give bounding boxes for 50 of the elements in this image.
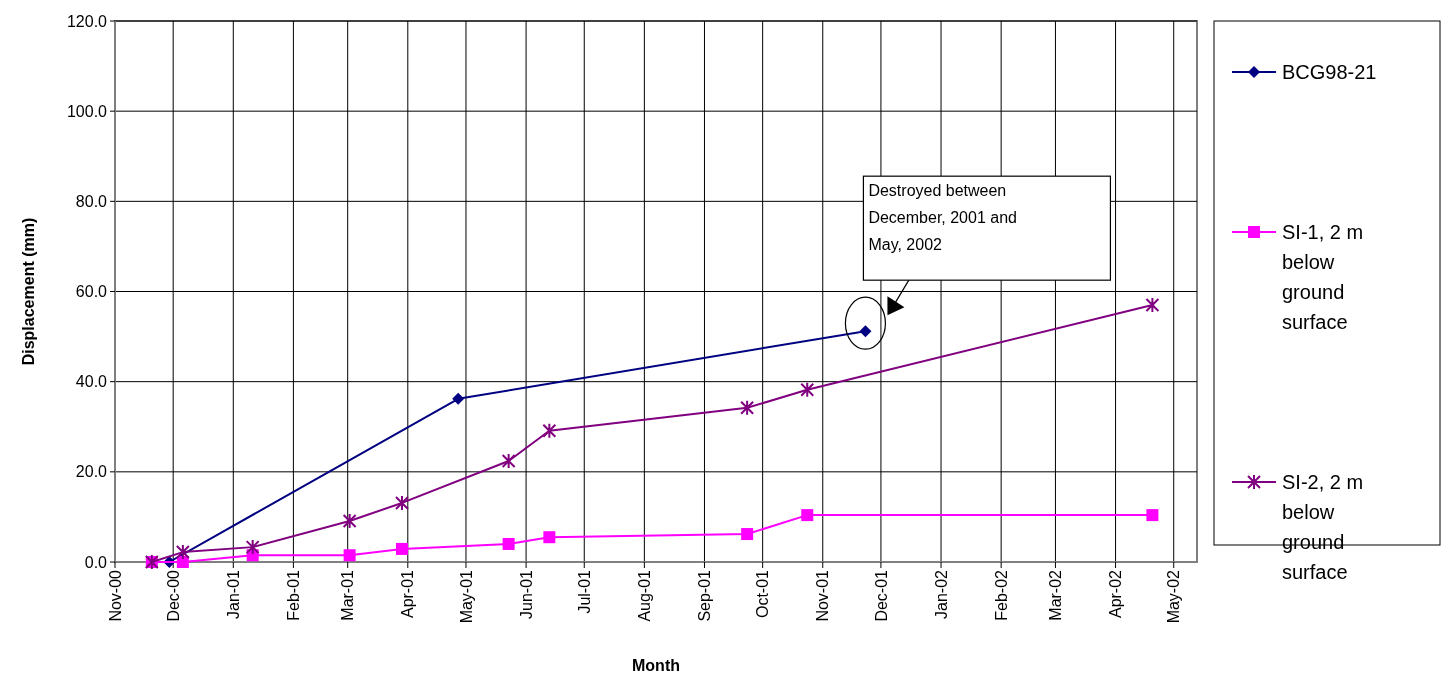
legend-label: BCG98-21 [1282,61,1377,83]
point [801,509,814,522]
point [1146,509,1159,522]
y-tick-label: 120.0 [66,12,108,30]
y-tick-label: 20.0 [75,463,108,481]
x-tick-label: Nov-00 [106,569,124,622]
point [394,494,409,511]
x-tick-label: Dec-01 [872,569,890,622]
y-tick-label: 40.0 [75,373,108,391]
point [502,537,515,550]
x-tick-label: Apr-02 [1107,569,1125,619]
y-tick-label: 60.0 [75,283,108,301]
x-tick-label: Jun-01 [517,569,535,619]
y-tick-label: 0.0 [84,553,108,571]
x-tick-label: Apr-01 [399,569,417,619]
point [501,453,516,470]
point [542,422,557,439]
x-axis-title: Month [632,657,680,674]
x-tick-label: Dec-00 [164,569,182,622]
x-tick-label: Feb-01 [284,569,302,621]
point [452,392,465,405]
point [395,542,408,555]
point [1145,297,1160,314]
point [740,399,755,416]
point [543,531,556,544]
annotation: Destroyed between December, 2001 and May, 2002 [868,182,1017,254]
x-tick-label: Aug-01 [635,569,653,622]
point [859,325,872,338]
x-tick-label: Jan-02 [932,569,950,619]
point [741,528,754,541]
x-tick-label: Sep-01 [696,569,714,622]
x-tick-label: Mar-02 [1047,569,1065,621]
legend-label: SI-1, 2 m below ground surface [1282,221,1364,333]
point [342,512,357,529]
x-tick-label: Oct-01 [754,569,772,619]
point [800,381,815,398]
y-tick-label: 80.0 [75,192,108,210]
y-axis-title: Displacement (mm) [20,217,37,366]
legend-label: SI-2, 2 m below ground surface [1282,471,1364,583]
point [343,549,356,562]
y-tick-label: 100.0 [66,102,108,120]
x-tick-label: May-01 [457,569,475,624]
x-tick-label: Feb-02 [992,569,1010,621]
x-tick-label: Nov-01 [814,569,832,622]
point [175,544,190,561]
x-tick-label: May-02 [1165,569,1183,624]
point [245,539,260,556]
x-tick-label: Mar-01 [339,569,357,621]
x-tick-label: Jul-01 [575,569,593,614]
x-tick-label: Jan-01 [224,569,242,619]
